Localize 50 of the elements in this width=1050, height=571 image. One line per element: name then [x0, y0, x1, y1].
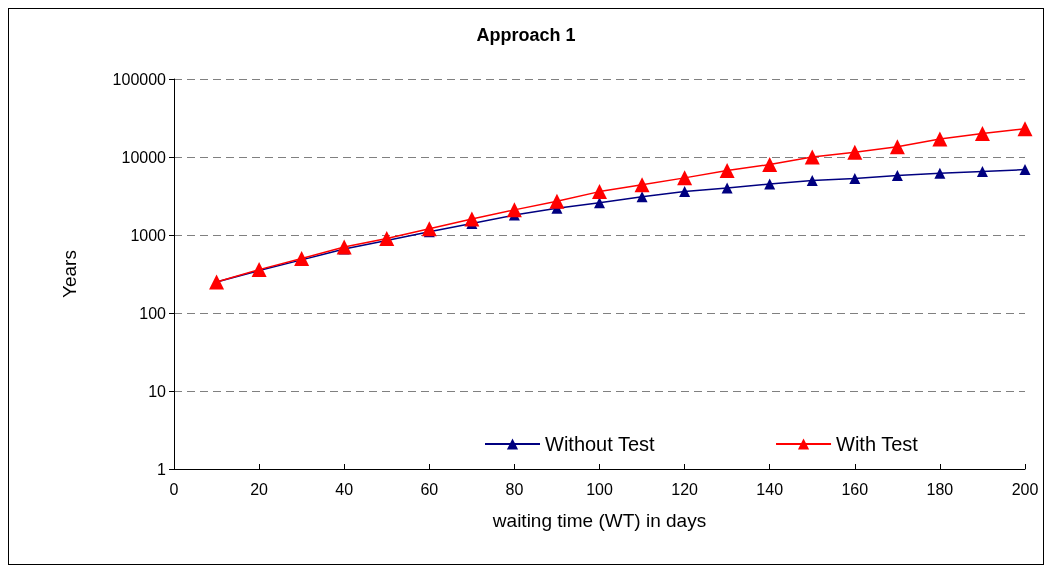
legend-label: With Test	[836, 433, 919, 455]
point	[1017, 121, 1033, 137]
point	[679, 186, 691, 198]
y-tick-label: 10	[148, 382, 167, 400]
legend-label: Without Test	[545, 433, 656, 455]
point	[762, 157, 778, 173]
point	[336, 239, 352, 255]
y-axis-title: Years	[59, 250, 80, 298]
y-tick-label: 10000	[121, 148, 167, 166]
point	[294, 250, 310, 266]
x-tick-label: 100	[586, 480, 613, 498]
point	[421, 221, 437, 237]
x-tick-label: 160	[841, 480, 869, 498]
point	[974, 126, 990, 142]
point	[719, 163, 735, 179]
point	[592, 184, 607, 200]
x-tick-label: 180	[926, 480, 954, 498]
y-tick-label: 1000	[130, 226, 167, 244]
x-tick-label: 60	[420, 480, 439, 498]
chart-title: Approach 1	[476, 25, 576, 45]
x-tick-label: 80	[505, 480, 524, 498]
point	[976, 166, 988, 178]
point	[506, 202, 522, 218]
point	[379, 231, 395, 247]
y-tick-label: 100000	[112, 70, 167, 88]
x-tick-label: 200	[1011, 480, 1039, 498]
point	[721, 182, 733, 194]
point	[549, 193, 565, 209]
x-tick-label: 120	[671, 480, 699, 498]
y-tick-label: 1	[157, 460, 167, 478]
point	[1019, 164, 1031, 176]
x-tick-label: 0	[169, 480, 179, 498]
y-tick-label: 100	[139, 304, 167, 322]
point	[636, 191, 648, 203]
point	[934, 167, 946, 179]
point	[764, 178, 776, 190]
point	[634, 177, 650, 193]
point	[677, 170, 693, 186]
point	[889, 139, 905, 155]
x-tick-label: 20	[250, 480, 269, 498]
x-axis-title: waiting time (WT) in days	[491, 510, 707, 531]
x-tick-label: 140	[756, 480, 784, 498]
point	[804, 149, 820, 165]
point	[847, 144, 863, 160]
x-tick-label: 40	[335, 480, 354, 498]
point	[806, 174, 818, 186]
point	[464, 211, 480, 227]
point	[932, 131, 948, 147]
point	[891, 169, 903, 181]
point	[849, 173, 861, 185]
